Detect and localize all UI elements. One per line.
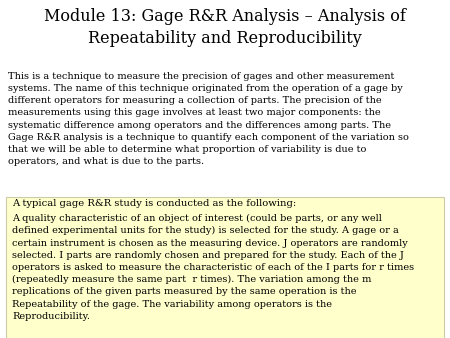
Text: A typical gage R&R study is conducted as the following:: A typical gage R&R study is conducted as…: [12, 199, 296, 208]
Text: This is a technique to measure the precision of gages and other measurement
syst: This is a technique to measure the preci…: [8, 72, 409, 166]
Text: Module 13: Gage R&R Analysis – Analysis of
Repeatability and Reproducibility: Module 13: Gage R&R Analysis – Analysis …: [44, 8, 406, 47]
Bar: [6, 197, 444, 338]
Text: A quality characteristic of an object of interest (could be parts, or any well
d: A quality characteristic of an object of…: [12, 214, 414, 321]
